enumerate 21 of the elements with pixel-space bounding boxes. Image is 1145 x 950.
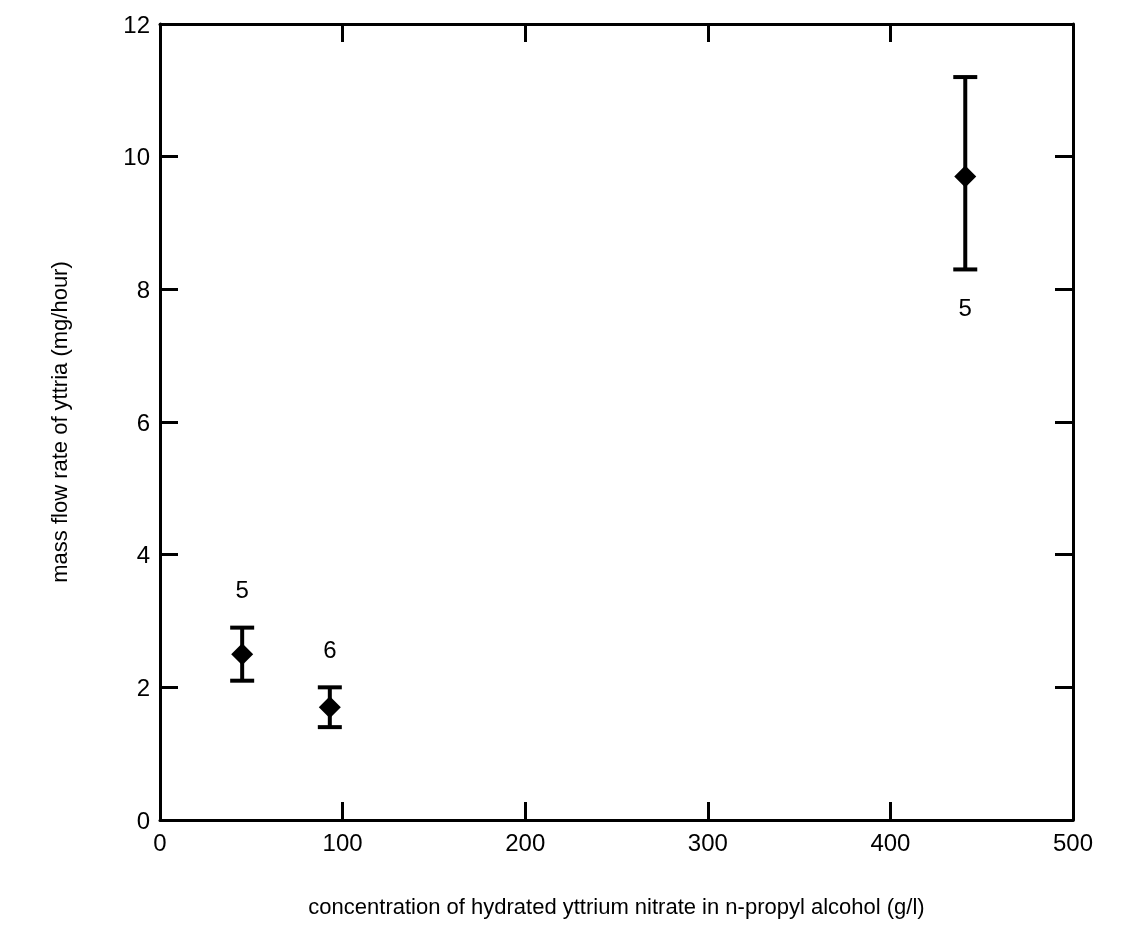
point xyxy=(318,696,341,719)
annotation: 5 xyxy=(235,576,249,604)
x-tick-label: 100 xyxy=(322,828,363,856)
y-tick-label: 8 xyxy=(136,275,150,303)
y-tick-label: 10 xyxy=(123,143,150,171)
y-tick-label: 12 xyxy=(123,10,150,38)
point xyxy=(954,165,977,188)
y-tick-label: 2 xyxy=(136,673,150,701)
x-axis-title: concentration of hydrated yttrium nitrate in n-propyl alcohol (g/l) xyxy=(308,893,925,919)
x-tick-label: 300 xyxy=(687,828,728,856)
x-tick-label: 400 xyxy=(870,828,911,856)
x-tick-label: 500 xyxy=(1052,828,1094,856)
x-tick-label: 200 xyxy=(505,828,546,856)
annotation: 5 xyxy=(958,293,972,321)
y-tick-label: 6 xyxy=(136,408,150,436)
y-tick-label: 4 xyxy=(136,541,150,569)
annotation: 6 xyxy=(323,635,337,663)
y-tick-label: 0 xyxy=(136,806,150,834)
point xyxy=(231,643,254,666)
y-axis-title: mass flow rate of yttria (mg/hour) xyxy=(46,261,72,583)
x-tick-label: 0 xyxy=(153,828,167,856)
